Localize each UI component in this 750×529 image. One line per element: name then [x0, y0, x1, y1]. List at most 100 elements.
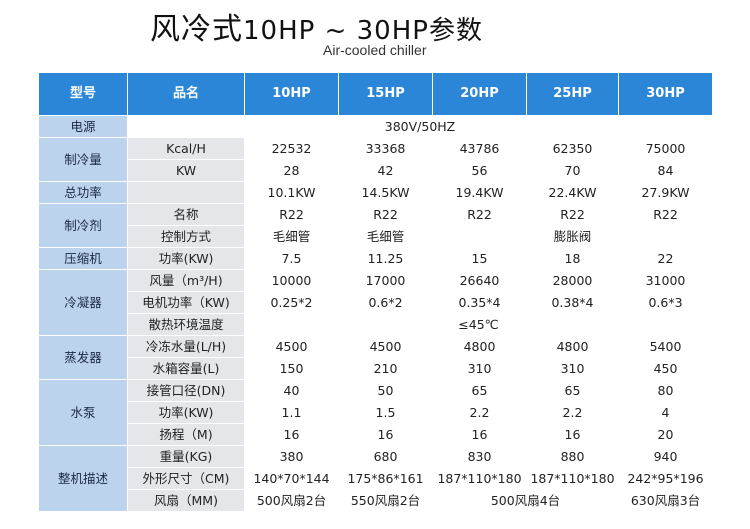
cell-value: 140*70*144 [244, 467, 339, 490]
cell-value: 28 [244, 159, 339, 182]
col-header-10hp: 10HP [244, 72, 339, 116]
row-subcategory: 控制方式 [127, 225, 245, 248]
cell-value: 15 [432, 247, 527, 270]
col-header-15hp: 15HP [338, 72, 433, 116]
row-category: 整机描述 [38, 445, 128, 512]
row-category: 蒸发器 [38, 335, 128, 380]
row-category: 制冷量 [38, 137, 128, 182]
cell-value: 1.5 [338, 401, 433, 424]
cell-value: 14.5KW [338, 181, 433, 204]
table-row: 冷凝器 风量（m³/H) 10000 17000 26640 28000 310… [38, 269, 713, 336]
row-subcategory: 电机功率（KW) [127, 291, 245, 314]
row-subcategory: 散热环境温度 [127, 313, 245, 336]
table-row: 散热环境温度 ≤45℃ [39, 313, 713, 336]
cell-value: 22 [618, 247, 713, 270]
row-category: 总功率 [38, 181, 128, 204]
cell-value: R22 [338, 203, 433, 226]
col-header-20hp: 20HP [432, 72, 527, 116]
cell-value: 22.4KW [526, 181, 619, 204]
cell-value: 0.25*2 [244, 291, 339, 314]
table-row: 控制方式 毛细管 毛细管 膨胀阀 [39, 225, 713, 248]
cell-value: 310 [526, 357, 619, 380]
row-category: 冷凝器 [38, 269, 128, 336]
cell-value: 27.9KW [618, 181, 713, 204]
table-row: 总功率 10.1KW 14.5KW 19.4KW 22.4KW 27.9KW [38, 181, 713, 204]
cell-value: 16 [338, 423, 433, 446]
cell-value: 20 [618, 423, 713, 446]
cell-value: R22 [618, 203, 713, 226]
cell-value: 16 [526, 423, 619, 446]
col-header-30hp: 30HP [618, 72, 713, 116]
table-row: 水泵 接管口径(DN) 40 50 65 65 80 [38, 379, 713, 446]
cell-value: 31000 [618, 269, 713, 292]
cell-value: 4800 [526, 335, 619, 358]
cell-value: 33368 [338, 137, 433, 160]
cell-value: 56 [432, 159, 527, 182]
header-row: 型号 品名 10HP 15HP 20HP 25HP 30HP [38, 72, 713, 116]
cell-value: 84 [618, 159, 713, 182]
cell-value: 42 [338, 159, 433, 182]
cell-value: R22 [432, 203, 527, 226]
page-title: 风冷式10HP ~ 30HP参数 [150, 4, 483, 48]
cell-value: ≤45℃ [244, 313, 713, 336]
cell-value: 7.5 [244, 247, 339, 270]
table-row: 制冷量 Kcal/H 22532 33368 43786 62350 75000 [38, 137, 713, 182]
cell-value: 5400 [618, 335, 713, 358]
row-subcategory: 重量(KG) [127, 445, 245, 468]
cell-value: 62350 [526, 137, 619, 160]
cell-value: 10000 [244, 269, 339, 292]
spec-table: 型号 品名 10HP 15HP 20HP 25HP 30HP 电源 380V/5… [38, 72, 713, 512]
cell-value: 膨胀阀 [432, 225, 713, 248]
cell-value: 18 [526, 247, 619, 270]
cell-value: 210 [338, 357, 433, 380]
cell-value: 0.38*4 [526, 291, 619, 314]
cell-value: 1.1 [244, 401, 339, 424]
row-subcategory: 风扇（MM) [127, 489, 245, 512]
table-row: 压缩机 功率(KW) 7.5 11.25 15 18 22 [38, 247, 713, 270]
cell-value: 2.2 [432, 401, 527, 424]
row-subcategory: 名称 [127, 203, 245, 226]
cell-value: R22 [526, 203, 619, 226]
table-row: 整机描述 重量(KG) 380 680 830 880 940 [38, 445, 713, 512]
row-subcategory: KW [127, 159, 245, 182]
table-row: 电机功率（KW) 0.25*2 0.6*2 0.35*4 0.38*4 0.6*… [39, 291, 713, 314]
cell-value: 150 [244, 357, 339, 380]
cell-value: 4800 [432, 335, 527, 358]
cell-value: 450 [618, 357, 713, 380]
cell-value: 16 [244, 423, 339, 446]
cell-value: 175*86*161 [338, 467, 433, 490]
cell-value: 830 [432, 445, 527, 468]
cell-value: 11.25 [338, 247, 433, 270]
cell-value: R22 [244, 203, 339, 226]
row-category: 电源 [38, 115, 128, 138]
row-subcategory: 水箱容量(L) [127, 357, 245, 380]
row-category: 压缩机 [38, 247, 128, 270]
col-header-item: 品名 [127, 72, 245, 116]
row-subcategory-empty [127, 181, 245, 204]
cell-value: 380 [244, 445, 339, 468]
title-range: 10HP ~ 30HP参数 [243, 16, 483, 46]
col-header-25hp: 25HP [526, 72, 619, 116]
cell-value: 4500 [244, 335, 339, 358]
cell-value: 43786 [432, 137, 527, 160]
cell-value: 310 [432, 357, 527, 380]
cell-value: 242*95*196 [618, 467, 713, 490]
row-subcategory: 外形尺寸（CM) [127, 467, 245, 490]
row-subcategory: 功率(KW) [127, 247, 245, 270]
header: 风冷式10HP ~ 30HP参数 Air-cooled chiller [0, 0, 750, 68]
cell-value: 187*110*180 [526, 467, 619, 490]
row-subcategory: 风量（m³/H) [127, 269, 245, 292]
cell-value: 500风扇4台 [432, 489, 619, 512]
cell-value: 毛细管 [244, 225, 339, 248]
table-row: 外形尺寸（CM) 140*70*144 175*86*161 187*110*1… [39, 467, 713, 490]
cell-value: 50 [338, 379, 433, 402]
cell-value: 630风扇3台 [618, 489, 713, 512]
cell-value: 40 [244, 379, 339, 402]
cell-value: 70 [526, 159, 619, 182]
col-header-model: 型号 [38, 72, 128, 116]
cell-value: 毛细管 [338, 225, 433, 248]
row-category: 水泵 [38, 379, 128, 446]
row-subcategory: 扬程（M) [127, 423, 245, 446]
cell-value: 16 [432, 423, 527, 446]
cell-value: 22532 [244, 137, 339, 160]
